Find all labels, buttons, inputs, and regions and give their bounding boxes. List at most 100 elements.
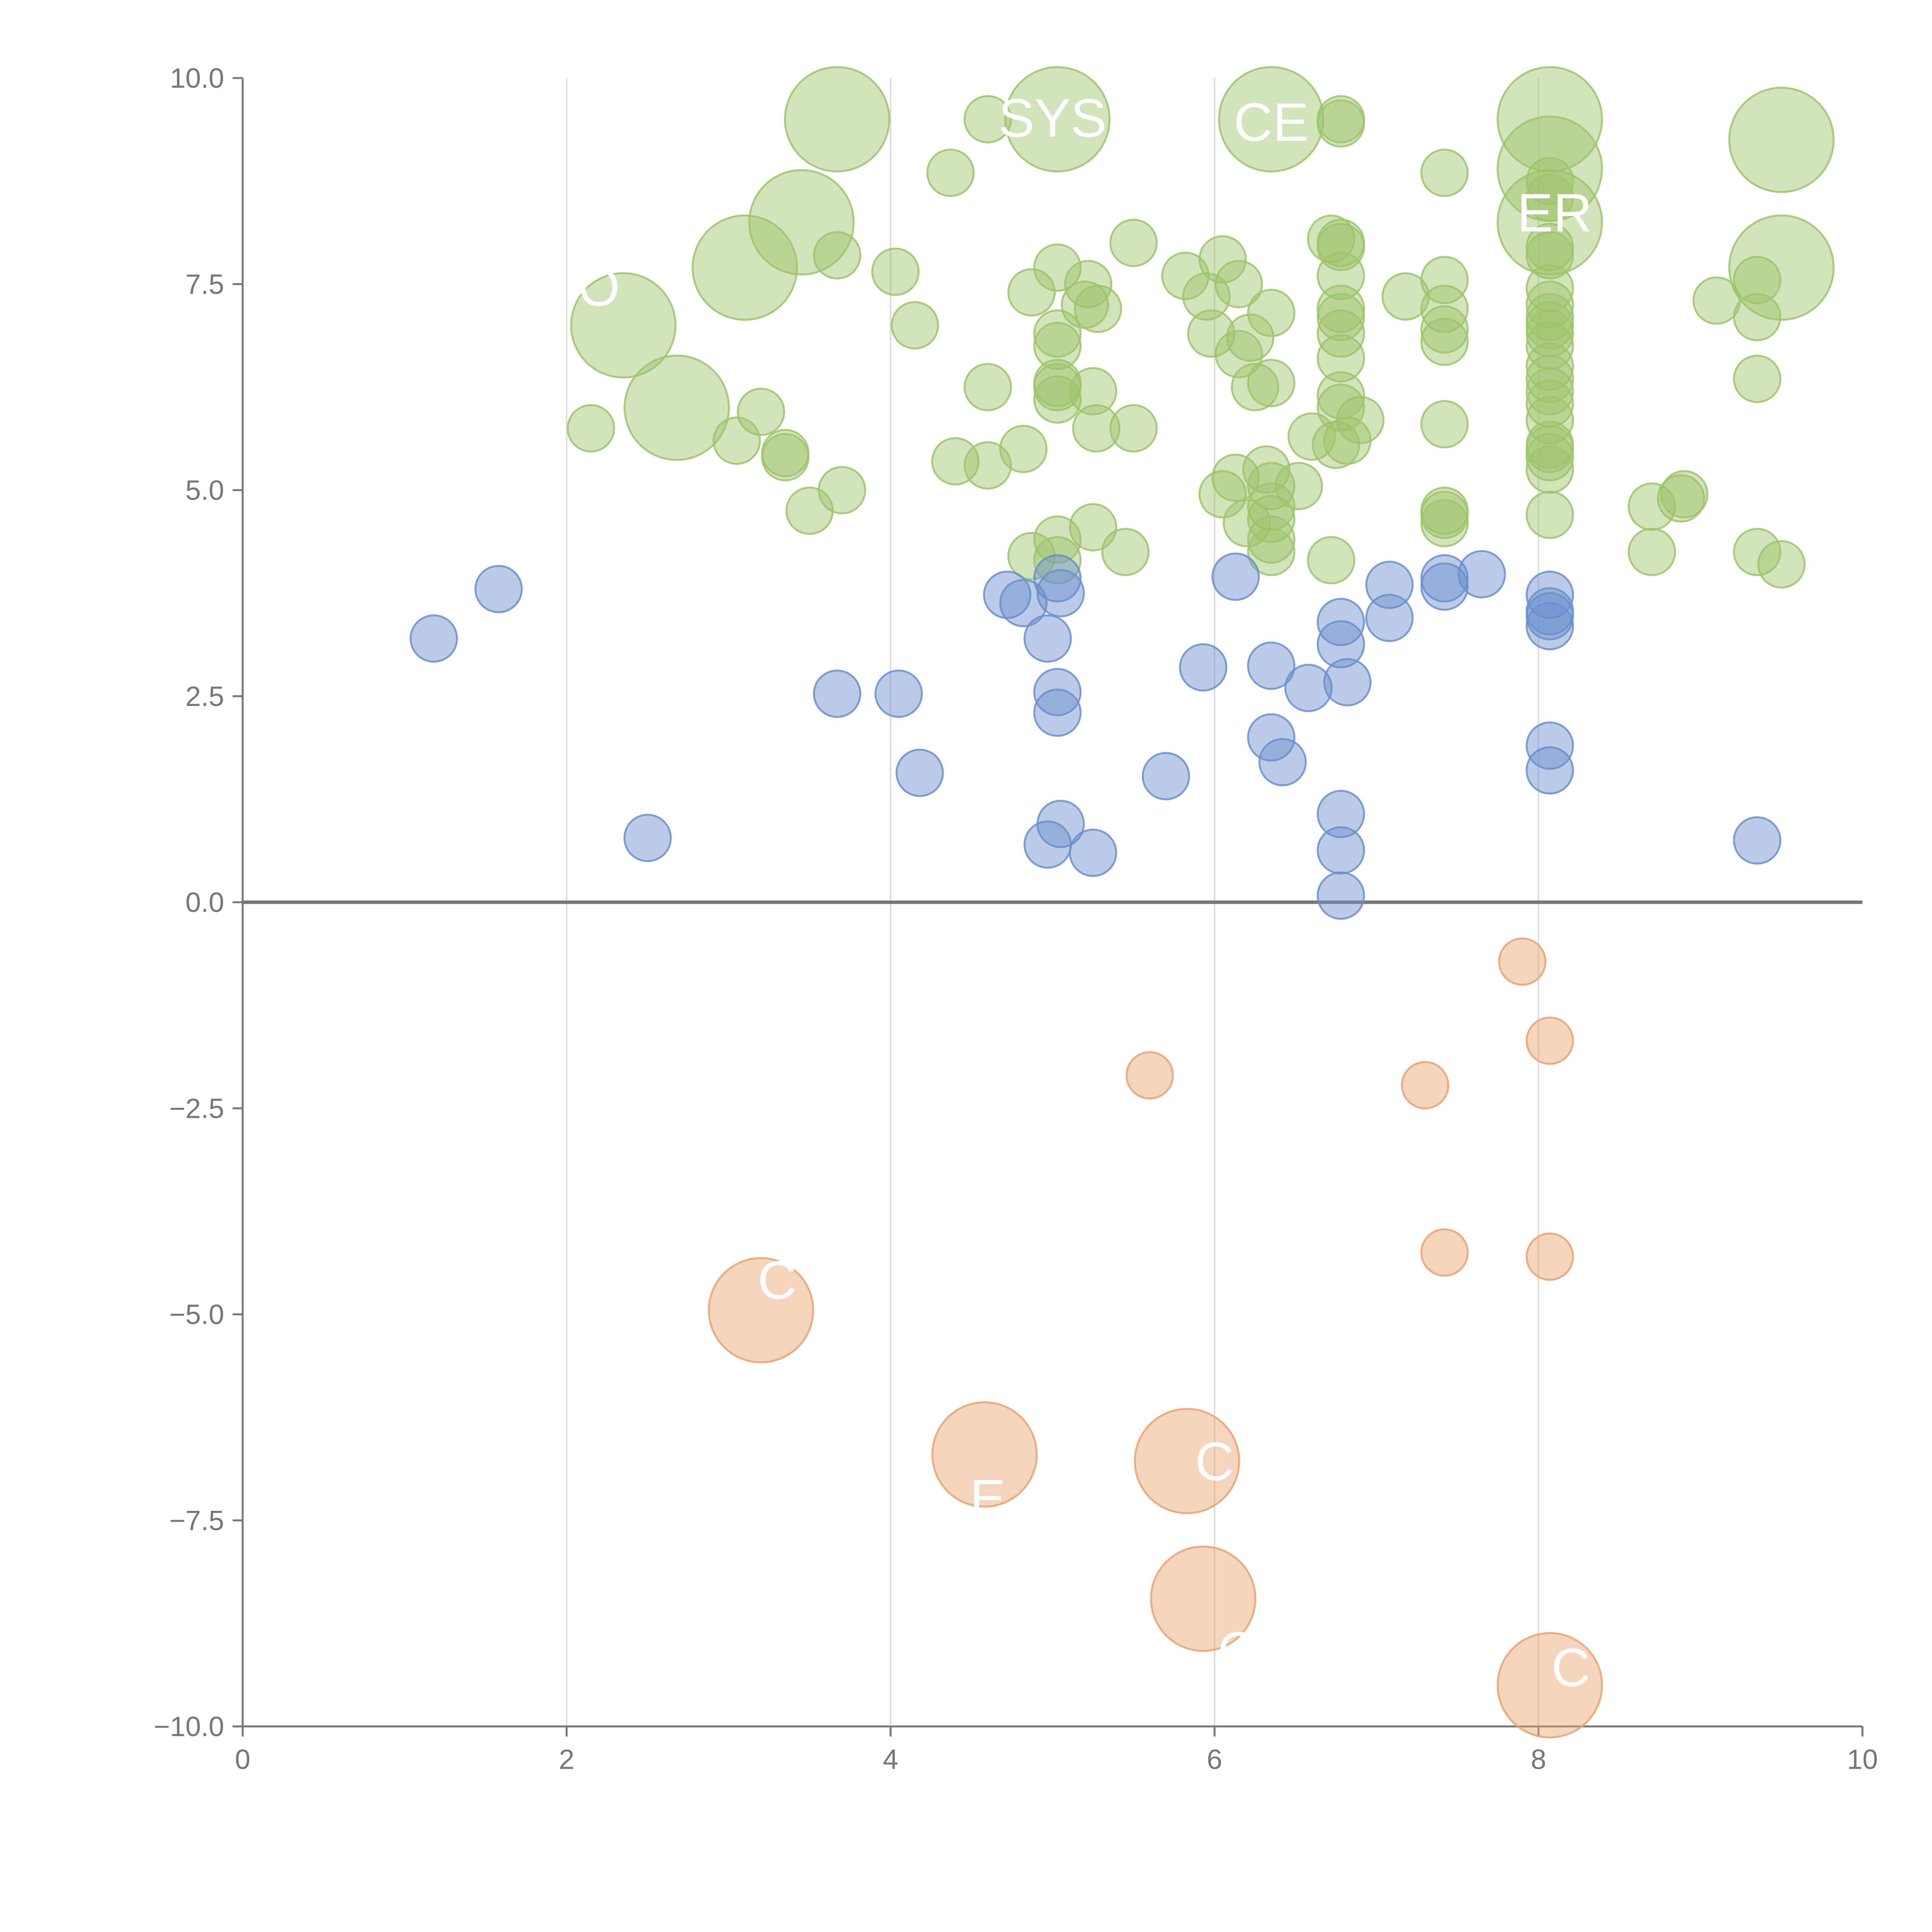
green-point — [1526, 355, 1574, 403]
axes — [233, 77, 1864, 1736]
green-point — [1656, 474, 1705, 523]
green-point — [1733, 293, 1782, 342]
green-point — [1033, 321, 1082, 370]
orange-point — [1526, 1016, 1574, 1065]
orange-point — [1150, 1545, 1257, 1652]
green-point — [1316, 252, 1365, 300]
green-point — [871, 247, 920, 296]
bubble-label: C — [758, 1250, 797, 1310]
green-point — [1218, 66, 1325, 173]
blue-point — [1316, 871, 1365, 920]
y-tick-label: −2.5 — [169, 1093, 224, 1124]
x-tick-label: 6 — [1207, 1744, 1222, 1775]
green-point — [1420, 499, 1469, 548]
green-point — [963, 363, 1012, 412]
green-point — [570, 272, 677, 379]
green-point — [761, 433, 810, 481]
green-point — [1316, 383, 1365, 432]
green-point — [1161, 252, 1210, 300]
blue-point — [1526, 592, 1574, 641]
blue-point — [1526, 746, 1574, 795]
bubbles — [410, 66, 1835, 1738]
orange-point — [1498, 937, 1547, 986]
green-point — [1182, 272, 1231, 321]
y-tick-label: 7.5 — [185, 269, 224, 300]
green-point — [1214, 330, 1263, 379]
y-tick-label: −10.0 — [154, 1711, 224, 1742]
y-tick-label: 10.0 — [170, 63, 224, 94]
blue-point — [1069, 828, 1117, 877]
blue-point — [1733, 816, 1782, 865]
bubble-labels: SYS CE ER O E C O C C — [578, 88, 1592, 1698]
green-point — [1526, 342, 1574, 391]
x-tick-label: 10 — [1847, 1744, 1878, 1775]
blue-point — [813, 669, 861, 718]
green-point — [1497, 169, 1603, 276]
green-point — [1420, 256, 1469, 304]
x-tick-label: 0 — [235, 1744, 250, 1775]
green-point — [1007, 268, 1056, 317]
green-point — [963, 95, 1012, 144]
green-point — [999, 425, 1048, 473]
green-point — [1101, 527, 1150, 576]
green-point — [1069, 503, 1117, 551]
green-point — [1198, 470, 1247, 519]
blue-point — [1033, 688, 1082, 737]
green-point — [1109, 219, 1158, 267]
blue-point — [410, 614, 458, 663]
green-point — [1316, 334, 1365, 383]
green-point — [1033, 375, 1082, 424]
green-point — [891, 301, 939, 350]
blue-point — [1258, 738, 1307, 786]
green-point — [1526, 490, 1574, 539]
blue-point — [1247, 641, 1296, 690]
green-point — [1231, 363, 1279, 412]
blue-point — [1458, 550, 1506, 599]
bubble-label: C — [1195, 1431, 1234, 1492]
y-tick-label: 2.5 — [185, 681, 224, 712]
green-point — [1109, 404, 1158, 453]
green-point — [1420, 305, 1469, 354]
green-point — [1526, 321, 1574, 370]
green-point — [1660, 470, 1709, 519]
green-point — [1497, 66, 1603, 173]
blue-point — [1033, 668, 1082, 716]
green-point — [748, 169, 855, 276]
green-point — [1073, 284, 1122, 333]
green-point — [1526, 367, 1574, 416]
green-point — [623, 354, 730, 461]
orange-point — [1497, 1632, 1603, 1738]
green-point — [692, 214, 798, 321]
green-point — [813, 231, 861, 280]
green-point — [1214, 260, 1263, 308]
bubble-label: ER — [1517, 182, 1592, 243]
green-point — [1187, 309, 1236, 358]
green-point — [1064, 260, 1112, 308]
green-point — [1247, 359, 1296, 407]
green-point — [1307, 536, 1355, 585]
blue-point — [983, 570, 1032, 619]
green-point — [1526, 379, 1574, 428]
bubble-label: O — [578, 257, 620, 317]
green-point — [785, 486, 834, 535]
x-tick-label: 4 — [883, 1744, 898, 1775]
y-tick-label: 0.0 — [185, 887, 224, 918]
blue-point — [623, 814, 672, 862]
blue-point — [1023, 614, 1072, 663]
y-tick-label: 5.0 — [185, 475, 224, 506]
green-point — [1526, 281, 1574, 329]
blue-point — [1526, 721, 1574, 770]
green-point — [963, 441, 1012, 490]
blue-point — [999, 579, 1048, 628]
green-point — [931, 437, 980, 486]
green-point — [1628, 527, 1676, 576]
orange-point — [1401, 1061, 1449, 1110]
green-point — [1247, 289, 1296, 337]
tick-labels: 0 2 4 6 8 10 10.0 7.5 5.0 2.5 0.0 −2.5 −5.0 −7.5 −10.0 — [154, 63, 1878, 1775]
green-point — [1526, 309, 1574, 358]
green-point — [1316, 99, 1365, 148]
y-tick-label: −5.0 — [169, 1299, 224, 1330]
green-point — [713, 417, 761, 465]
green-point — [1526, 231, 1574, 280]
blue-point — [1284, 663, 1333, 712]
